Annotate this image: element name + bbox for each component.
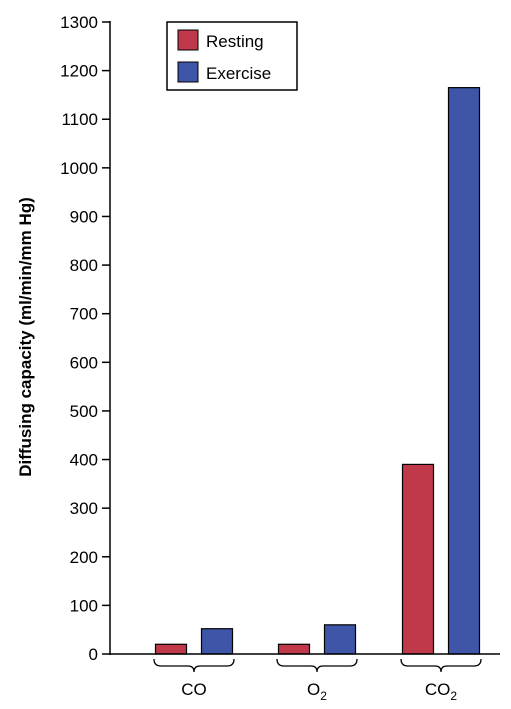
y-tick-label: 200 — [70, 548, 98, 567]
y-tick-label: 400 — [70, 451, 98, 470]
category-label-main: CO — [181, 680, 207, 699]
y-axis: 0 100 200 300 400 500 600 700 800 900 1000 1100 1200… — [60, 13, 111, 664]
y-tick-label: 300 — [70, 499, 98, 518]
category-label-main: O — [307, 680, 320, 699]
y-tick-label: 1100 — [61, 110, 98, 129]
category-label-subscript: 2 — [450, 689, 457, 703]
y-tick-label: 900 — [70, 207, 98, 226]
bar-exercise-2 — [447, 87, 481, 655]
category-brace — [400, 658, 482, 673]
category-brace — [153, 658, 235, 673]
legend-label-resting: Resting — [206, 32, 264, 51]
legend: Resting Exercise — [166, 21, 298, 91]
legend-label-exercise: Exercise — [206, 64, 271, 83]
bar-exercise-0 — [200, 628, 234, 655]
y-tick-label: 600 — [70, 353, 98, 372]
y-tick-label: 800 — [70, 256, 98, 275]
category-label-subscript: 2 — [320, 689, 327, 703]
y-tick-label: 0 — [89, 645, 98, 664]
bars — [154, 87, 481, 655]
x-axis: CO O2 CO2 — [110, 653, 500, 703]
bar-resting-2 — [401, 463, 435, 655]
category-brace — [276, 658, 358, 673]
y-tick-label: 1000 — [60, 159, 98, 178]
y-tick-label: 1300 — [60, 13, 98, 32]
legend-swatch-resting — [177, 29, 199, 51]
y-tick-label: 500 — [70, 402, 98, 421]
category-label: CO — [181, 680, 207, 699]
y-tick-label: 700 — [70, 305, 98, 324]
y-tick-label: 1200 — [60, 62, 98, 81]
bar-resting-1 — [277, 643, 311, 655]
y-tick-label: 100 — [70, 596, 98, 615]
category-label: CO2 — [425, 680, 458, 703]
y-axis-title: Diffusing capacity (ml/min/mm Hg) — [16, 197, 35, 477]
bar-resting-0 — [154, 643, 188, 655]
category-label: O2 — [307, 680, 327, 703]
bar-exercise-1 — [323, 624, 357, 655]
category-label-main: CO — [425, 680, 451, 699]
legend-swatch-exercise — [177, 61, 199, 83]
